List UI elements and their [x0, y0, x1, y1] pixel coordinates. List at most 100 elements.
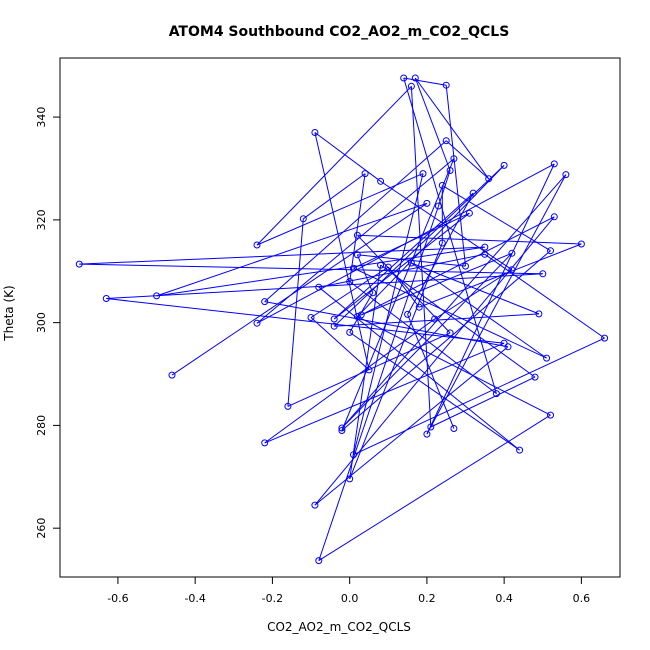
data-point: [350, 451, 357, 459]
data-point: [350, 264, 357, 272]
x-tick-label: 0.2: [418, 592, 436, 605]
series-line-segment: [357, 234, 582, 245]
series-line-segment: [264, 301, 509, 348]
plot-area: -0.6 -0.4 -0.2 0.0 0.2 0.4 0.6 260 280 300 320 340: [35, 57, 621, 605]
data-point: [307, 314, 315, 321]
data-point: [75, 260, 83, 268]
data-point: [508, 249, 516, 257]
series-line-segment: [171, 202, 428, 376]
data-point: [446, 329, 454, 337]
data-point: [407, 259, 415, 267]
data-point: [442, 81, 450, 89]
series-line-segment: [380, 264, 536, 378]
data-point: [311, 129, 319, 136]
y-tick-label: 300: [35, 312, 48, 333]
data-point: [299, 215, 307, 223]
data-point: [102, 295, 110, 302]
series-line-segment: [333, 192, 474, 320]
y-tick-label: 260: [35, 518, 48, 539]
series-line-segment: [445, 140, 490, 180]
y-tick-label: 280: [35, 415, 48, 436]
series-line-segment: [349, 265, 382, 479]
series-line-segment: [414, 77, 490, 180]
data-point: [450, 425, 458, 432]
series-line-segment: [106, 298, 505, 344]
data-point: [469, 189, 477, 197]
series-line-segment: [361, 252, 513, 316]
data-point: [547, 247, 554, 255]
y-tick-label: 320: [35, 209, 48, 230]
data-point: [465, 209, 473, 217]
series-line-segment: [411, 262, 547, 359]
chart-title: ATOM4 Southbound CO2_AO2_m_CO2_QCLS: [169, 24, 510, 40]
data-point: [550, 213, 558, 221]
data-point: [500, 339, 508, 347]
series-line-segment: [341, 250, 551, 431]
series-line-segment: [357, 234, 451, 334]
series-line-segment: [407, 314, 455, 429]
data-point: [435, 202, 442, 210]
series-line-segment: [353, 212, 470, 269]
data-point: [423, 199, 431, 207]
data-point: [404, 310, 412, 318]
data-point: [168, 371, 176, 379]
data-point: [284, 402, 292, 410]
data-point: [253, 319, 261, 327]
series-line-segment: [349, 331, 520, 451]
data-point: [485, 175, 493, 183]
data-point: [377, 177, 385, 185]
data-point: [547, 411, 554, 419]
data-point: [415, 303, 423, 311]
series-line-segment: [79, 246, 485, 265]
series-line-segment: [333, 212, 470, 320]
series-line-segment: [318, 205, 439, 561]
series-line-segment: [256, 158, 455, 324]
data-point: [353, 313, 361, 320]
data-point: [481, 250, 489, 258]
series-line-segment: [353, 173, 424, 455]
series-line-segment: [419, 243, 582, 308]
series-line-segment: [357, 165, 505, 317]
data-point: [361, 170, 369, 178]
data-point: [550, 160, 558, 168]
series-line-segment: [310, 317, 370, 371]
data-point: [535, 310, 543, 318]
data-point: [492, 390, 500, 398]
data-point: [369, 289, 377, 297]
data-point: [407, 82, 415, 90]
data-point: [442, 137, 450, 145]
data-point: [261, 298, 269, 306]
series-line-segment: [341, 174, 567, 429]
data-point: [311, 501, 319, 509]
data-point: [562, 171, 570, 179]
series-line-segment: [264, 342, 505, 444]
x-tick-label: -0.4: [184, 592, 205, 605]
data-point: [377, 261, 385, 269]
data-point: [253, 241, 261, 249]
series-line-segment: [445, 85, 466, 267]
y-tick-label: 340: [35, 107, 48, 128]
series-line-segment: [287, 218, 304, 407]
series-line-segment: [314, 132, 370, 371]
series-line-segment: [334, 313, 539, 327]
data-point: [419, 170, 427, 178]
data-point: [153, 292, 161, 300]
data-point: [504, 343, 512, 351]
data-point: [431, 315, 439, 323]
data-point: [261, 439, 269, 447]
series-line-segment: [264, 140, 447, 302]
series-line-segment: [403, 77, 447, 86]
series-line-segment: [349, 173, 366, 282]
series-line-segment: [353, 337, 605, 456]
series-line-segment: [430, 376, 536, 428]
data-point: [508, 266, 516, 274]
data-point: [346, 475, 354, 483]
data-point: [384, 263, 392, 271]
x-axis-label: CO2_AO2_m_CO2_QCLS: [267, 620, 411, 634]
data-point: [481, 243, 489, 251]
y-axis-label: Theta (K): [2, 285, 16, 341]
data-point: [543, 354, 551, 362]
series-line-segment: [318, 414, 551, 562]
